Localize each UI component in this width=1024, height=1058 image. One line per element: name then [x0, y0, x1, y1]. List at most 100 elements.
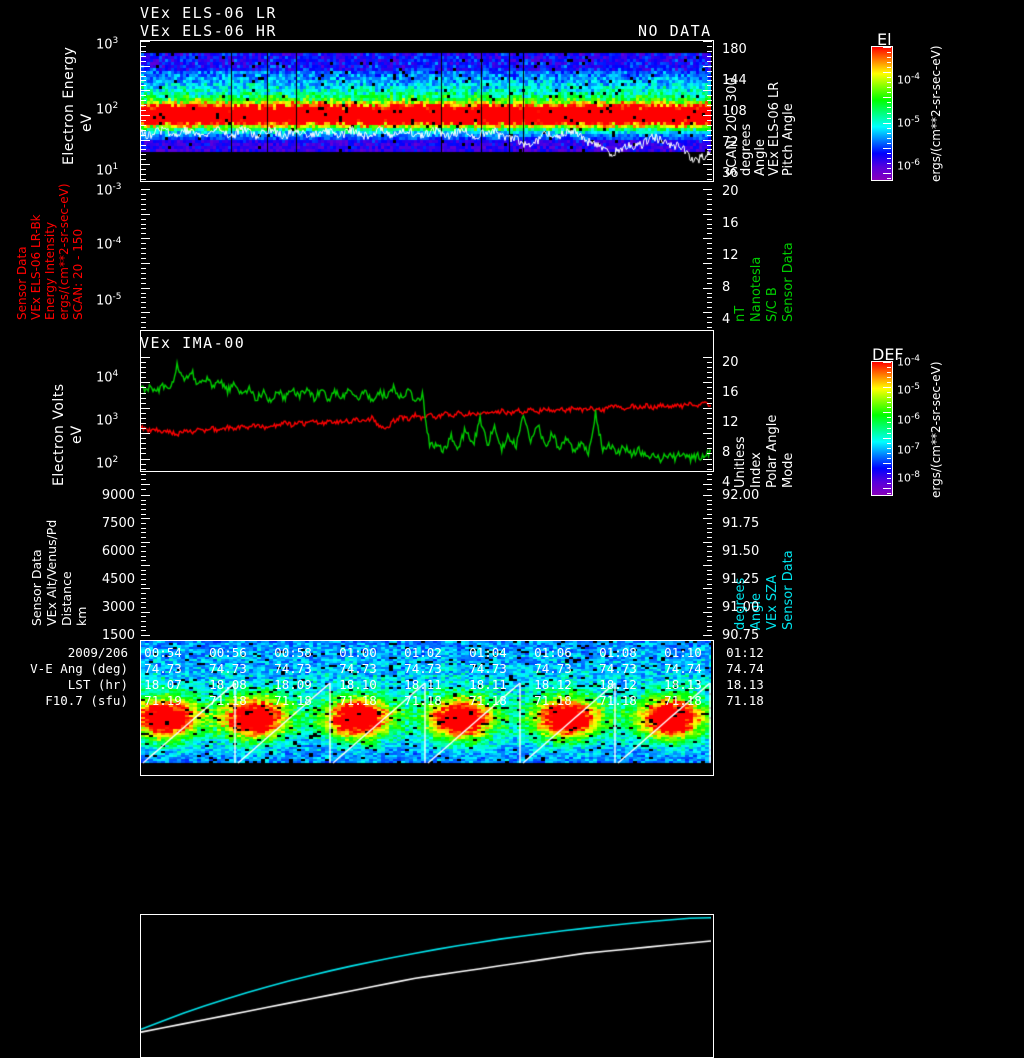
- axis-tick: [141, 90, 150, 91]
- colorbar2-tick-mark: [887, 407, 891, 408]
- axis-tick: [707, 579, 712, 580]
- axis-tick: [141, 76, 146, 77]
- axis-tick: [707, 71, 712, 72]
- table-cell: 18.07: [144, 677, 182, 692]
- axis-tick: [141, 367, 146, 368]
- colorbar2-tick-mark: [883, 412, 891, 413]
- axis-tick: [141, 393, 146, 394]
- axis-tick: [707, 556, 712, 557]
- axis-tick: [707, 443, 712, 444]
- axis-tick: [707, 551, 712, 552]
- axis-tick: [141, 56, 146, 57]
- panel3-y-axis-unit: eV: [69, 425, 85, 444]
- axis-tick: [141, 630, 146, 631]
- table-cell: 18.11: [404, 677, 442, 692]
- axis-tick: [141, 403, 146, 404]
- axis-tick: [707, 453, 712, 454]
- plot-page: VEx ELS-06 LR VEx ELS-06 HR NO DATA Elec…: [15, 4, 943, 1058]
- colorbar2-tick-mark: [887, 372, 891, 373]
- axis-tick: [141, 204, 146, 205]
- panel4-plot-area[interactable]: [140, 914, 714, 1058]
- table-cell: 74.73: [274, 661, 312, 676]
- axis-tick: [707, 398, 712, 399]
- colorbar1-tick-mark: [883, 47, 891, 48]
- panel1-plot-area[interactable]: [140, 40, 714, 182]
- panel3-left-tick-1: 103: [96, 412, 119, 429]
- panel4-right-label-sensor-data: Sensor Data: [781, 550, 796, 630]
- panel2-plot-area[interactable]: [140, 330, 714, 472]
- colorbar1-tick-mark: [887, 62, 891, 63]
- colorbar2-tick-mark: [887, 493, 891, 494]
- axis-tick: [141, 602, 146, 603]
- panel2-left-tick-1: 10-4: [96, 236, 122, 253]
- axis-tick: [707, 283, 712, 284]
- axis-tick: [141, 626, 146, 627]
- axis-tick: [141, 174, 146, 175]
- colorbar2-tick-mark: [887, 422, 891, 423]
- panel1-no-data-label: NO DATA: [638, 22, 712, 40]
- panel1-y-axis-unit: eV: [79, 113, 95, 132]
- axis-tick: [707, 258, 712, 259]
- panel1-left-tick-2: 101: [96, 162, 119, 179]
- colorbar1-tick-mark: [887, 133, 891, 134]
- axis-tick: [703, 288, 712, 289]
- colorbar2-tick-mark: [887, 392, 891, 393]
- colorbar2-tick-2: 10-6: [897, 412, 920, 427]
- table-cell: 01:06: [534, 645, 572, 660]
- axis-tick: [141, 584, 146, 585]
- colorbar1-tick-mark: [887, 178, 891, 179]
- axis-tick: [141, 293, 146, 294]
- table-cell: 71.18: [274, 693, 312, 708]
- colorbar1-tick-mark: [887, 143, 891, 144]
- panel4-left-tick-1: 7500: [101, 516, 135, 531]
- axis-tick: [141, 85, 146, 86]
- panel4-left-tick-4: 3000: [101, 600, 135, 615]
- axis-tick: [707, 130, 712, 131]
- table-cell: 00:56: [209, 645, 247, 660]
- table-row-label: 2009/206: [67, 645, 128, 660]
- colorbar2-tick-mark: [883, 463, 891, 464]
- axis-tick: [707, 46, 712, 47]
- axis-tick: [707, 169, 712, 170]
- axis-tick: [703, 357, 712, 358]
- panel4-left-label-distance: Distance: [59, 571, 74, 626]
- panel3-left-tick-2: 102: [96, 455, 119, 472]
- colorbar2-tick-3: 10-7: [897, 442, 920, 457]
- table-cell: 18.08: [209, 677, 247, 692]
- axis-tick: [141, 518, 150, 519]
- table-cell: 74.74: [726, 661, 764, 676]
- colorbar1-tick-1: 10-5: [897, 115, 920, 130]
- axis-tick: [141, 95, 146, 96]
- axis-tick: [707, 616, 712, 617]
- axis-tick: [707, 268, 712, 269]
- axis-tick: [141, 612, 150, 613]
- axis-tick: [141, 479, 146, 480]
- axis-tick: [141, 495, 150, 496]
- table-cell: 18.12: [599, 677, 637, 692]
- axis-tick: [707, 228, 712, 229]
- colorbar2-tick-1: 10-5: [897, 382, 920, 397]
- panel3-y-axis-title: Electron Volts: [51, 383, 67, 486]
- axis-tick: [707, 413, 712, 414]
- axis-tick: [141, 224, 146, 225]
- axis-tick: [141, 556, 146, 557]
- table-cell: 18.09: [274, 677, 312, 692]
- panel4-right-tick-5: 90.75: [722, 628, 760, 643]
- colorbar2-tick-mark: [887, 428, 891, 429]
- table-cell: 18.13: [664, 677, 702, 692]
- colorbar1-tick-mark: [883, 123, 891, 124]
- table-cell: 74.74: [664, 661, 702, 676]
- axis-tick: [141, 164, 150, 165]
- axis-tick: [707, 159, 712, 160]
- axis-tick: [707, 224, 712, 225]
- panel1-right-label-instrument: VEx ELS-06 LR: [767, 81, 782, 176]
- colorbar2-tick-mark: [883, 488, 891, 489]
- axis-tick: [703, 382, 712, 383]
- panel3-title: VEx IMA-00: [140, 334, 246, 352]
- panel3-right-tick-0: 20: [722, 355, 739, 370]
- panel2-right-tick-3: 8: [722, 280, 731, 295]
- axis-tick: [703, 263, 712, 264]
- axis-tick: [141, 484, 150, 485]
- panel1-right-tick-3: 72: [722, 135, 739, 150]
- axis-tick: [703, 115, 712, 116]
